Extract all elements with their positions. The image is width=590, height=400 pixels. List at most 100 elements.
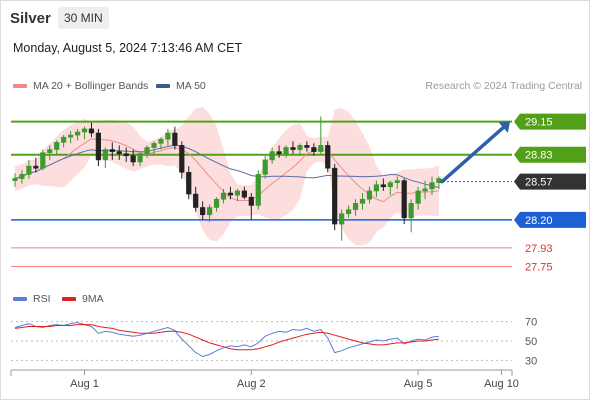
candle xyxy=(401,178,407,225)
candle xyxy=(116,145,122,160)
forecast-arrow-shaft xyxy=(440,125,505,184)
candle-body xyxy=(207,207,213,216)
candle-body xyxy=(144,147,150,154)
candle xyxy=(47,145,53,160)
candle-body xyxy=(325,145,331,169)
candle-body xyxy=(262,159,268,175)
candle xyxy=(123,147,129,162)
candle xyxy=(227,186,234,200)
candle xyxy=(68,130,74,144)
candle-body xyxy=(88,128,95,134)
legend-ma20-label: MA 20 + Bollinger Bands xyxy=(33,80,149,92)
candle xyxy=(408,199,414,233)
candle xyxy=(415,186,421,210)
candle-body xyxy=(26,165,32,175)
price-label-28.57: 28.57 xyxy=(514,173,586,190)
candle-body xyxy=(387,182,393,188)
ma9-swatch xyxy=(62,297,76,301)
rsi-panel: 70 50 30 xyxy=(11,317,537,367)
candle xyxy=(81,126,88,140)
candle xyxy=(380,178,386,191)
candle xyxy=(276,145,282,158)
candle xyxy=(137,152,143,167)
rsi-swatch xyxy=(13,297,27,301)
price-label-text: 27.93 xyxy=(525,243,553,255)
candle-body xyxy=(40,152,46,169)
price-label-text: 28.57 xyxy=(525,177,553,189)
candle-body xyxy=(401,180,407,219)
price-label-text: 28.20 xyxy=(525,215,553,227)
price-label-box xyxy=(514,211,586,228)
x-tick-label: Aug 2 xyxy=(237,378,266,390)
candle xyxy=(193,186,199,212)
rsi-9ma-line xyxy=(14,324,439,351)
bollinger-band-area xyxy=(15,107,439,246)
candle-body xyxy=(373,184,380,192)
price-levels xyxy=(11,120,512,267)
timestamp: Monday, August 5, 2024 7:13:46 AM CET xyxy=(13,41,243,55)
x-tick-label: Aug 1 xyxy=(70,378,99,390)
candle-body xyxy=(116,151,122,154)
candle-body xyxy=(137,153,143,163)
ma50-line xyxy=(14,144,440,188)
candle-body xyxy=(102,149,108,161)
candle xyxy=(213,197,220,212)
candle-body xyxy=(123,153,129,157)
candle-body xyxy=(255,174,261,206)
legend-rsi-label: RSI xyxy=(33,293,51,305)
legend-rsi: RSI xyxy=(13,293,51,305)
ma50-swatch xyxy=(156,84,170,88)
candle-body xyxy=(54,142,60,150)
rsi-tick-label: 70 xyxy=(525,317,537,329)
price-label-27.93: 27.93 xyxy=(525,243,553,255)
candle xyxy=(248,193,254,220)
legend-9ma-label: 9MA xyxy=(82,293,104,305)
legend-9ma: 9MA xyxy=(62,293,104,305)
price-label-text: 27.75 xyxy=(525,261,553,273)
price-level-labels: 29.15 28.83 28.57 28.20 27.93 27.75 xyxy=(514,113,586,273)
candle xyxy=(325,141,331,173)
candle-body xyxy=(74,131,81,136)
candle-body xyxy=(283,147,289,154)
candle-body xyxy=(61,136,67,143)
price-label-29.15: 29.15 xyxy=(514,113,586,130)
candle xyxy=(394,176,400,189)
candle-body xyxy=(352,203,359,210)
price-label-27.75: 27.75 xyxy=(525,261,553,273)
candle xyxy=(339,209,345,241)
candle xyxy=(304,141,310,152)
candle xyxy=(172,126,178,150)
bollinger-bands xyxy=(15,107,439,246)
candle-body xyxy=(241,190,247,198)
candle-body xyxy=(158,138,164,144)
candle-body xyxy=(297,145,303,150)
candle-body xyxy=(234,190,241,196)
candle xyxy=(33,157,39,173)
candle xyxy=(151,141,157,154)
candle xyxy=(422,180,428,200)
price-label-text: 29.15 xyxy=(525,117,553,129)
candle-body xyxy=(200,207,206,216)
candle xyxy=(102,147,108,169)
candle xyxy=(165,128,171,146)
legend-ma50: MA 50 xyxy=(156,80,206,92)
candle-body xyxy=(213,198,220,208)
candle-body xyxy=(345,209,352,215)
candlesticks xyxy=(12,116,442,241)
timeframe-badge[interactable]: 30 MIN xyxy=(58,7,109,29)
x-tick-label: Aug 5 xyxy=(404,378,433,390)
candle xyxy=(40,149,46,171)
price-label-box xyxy=(514,173,586,190)
legend-ma50-label: MA 50 xyxy=(176,80,206,92)
candle xyxy=(12,173,18,187)
candle xyxy=(332,164,338,231)
candle xyxy=(158,137,164,150)
candle xyxy=(19,170,25,184)
candle-body xyxy=(193,193,199,208)
rsi-line xyxy=(14,322,439,358)
candle xyxy=(345,205,352,218)
candle-body xyxy=(151,143,157,148)
candle-body xyxy=(95,132,101,161)
